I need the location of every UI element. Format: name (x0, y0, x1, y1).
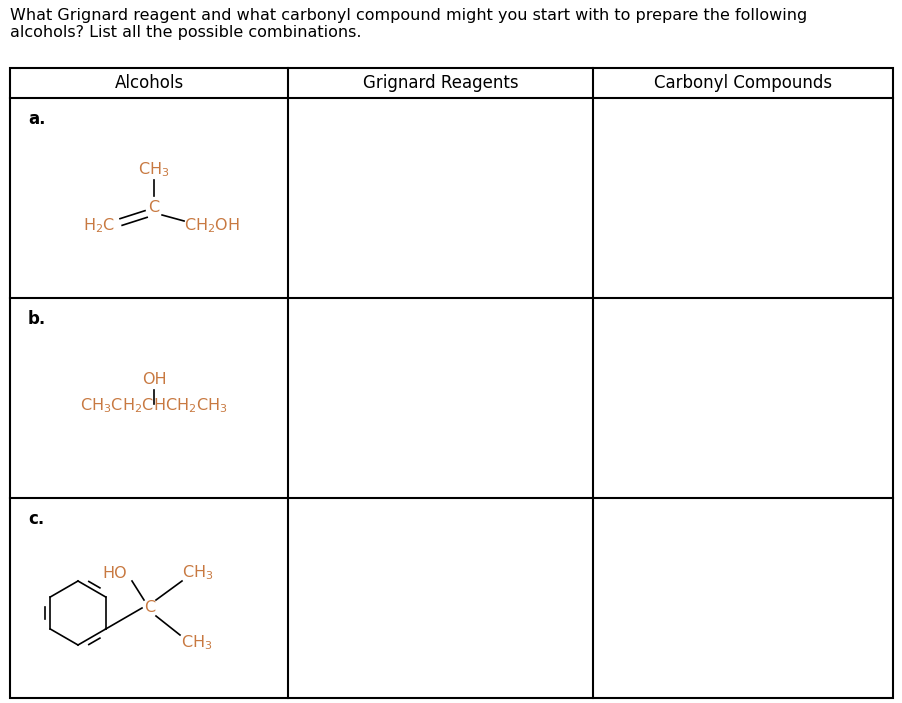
Text: HO: HO (103, 565, 127, 581)
Text: CH$_3$CH$_2$CHCH$_2$CH$_3$: CH$_3$CH$_2$CHCH$_2$CH$_3$ (80, 396, 227, 415)
Text: H$_2$C: H$_2$C (83, 217, 115, 236)
Text: CH$_3$: CH$_3$ (181, 633, 213, 652)
Text: Alcohols: Alcohols (115, 74, 183, 92)
Text: Grignard Reagents: Grignard Reagents (363, 74, 518, 92)
Text: CH$_2$OH: CH$_2$OH (184, 217, 240, 236)
Text: C: C (144, 600, 155, 616)
Text: OH: OH (142, 373, 166, 387)
Text: Carbonyl Compounds: Carbonyl Compounds (653, 74, 831, 92)
Text: c.: c. (28, 510, 44, 528)
Text: CH$_3$: CH$_3$ (182, 564, 214, 582)
Text: C: C (148, 200, 160, 216)
Text: What Grignard reagent and what carbonyl compound might you start with to prepare: What Grignard reagent and what carbonyl … (10, 8, 806, 40)
Text: CH$_3$: CH$_3$ (138, 161, 170, 179)
Text: b.: b. (28, 310, 46, 328)
Bar (10, 68, 892, 698)
Text: a.: a. (28, 110, 45, 128)
